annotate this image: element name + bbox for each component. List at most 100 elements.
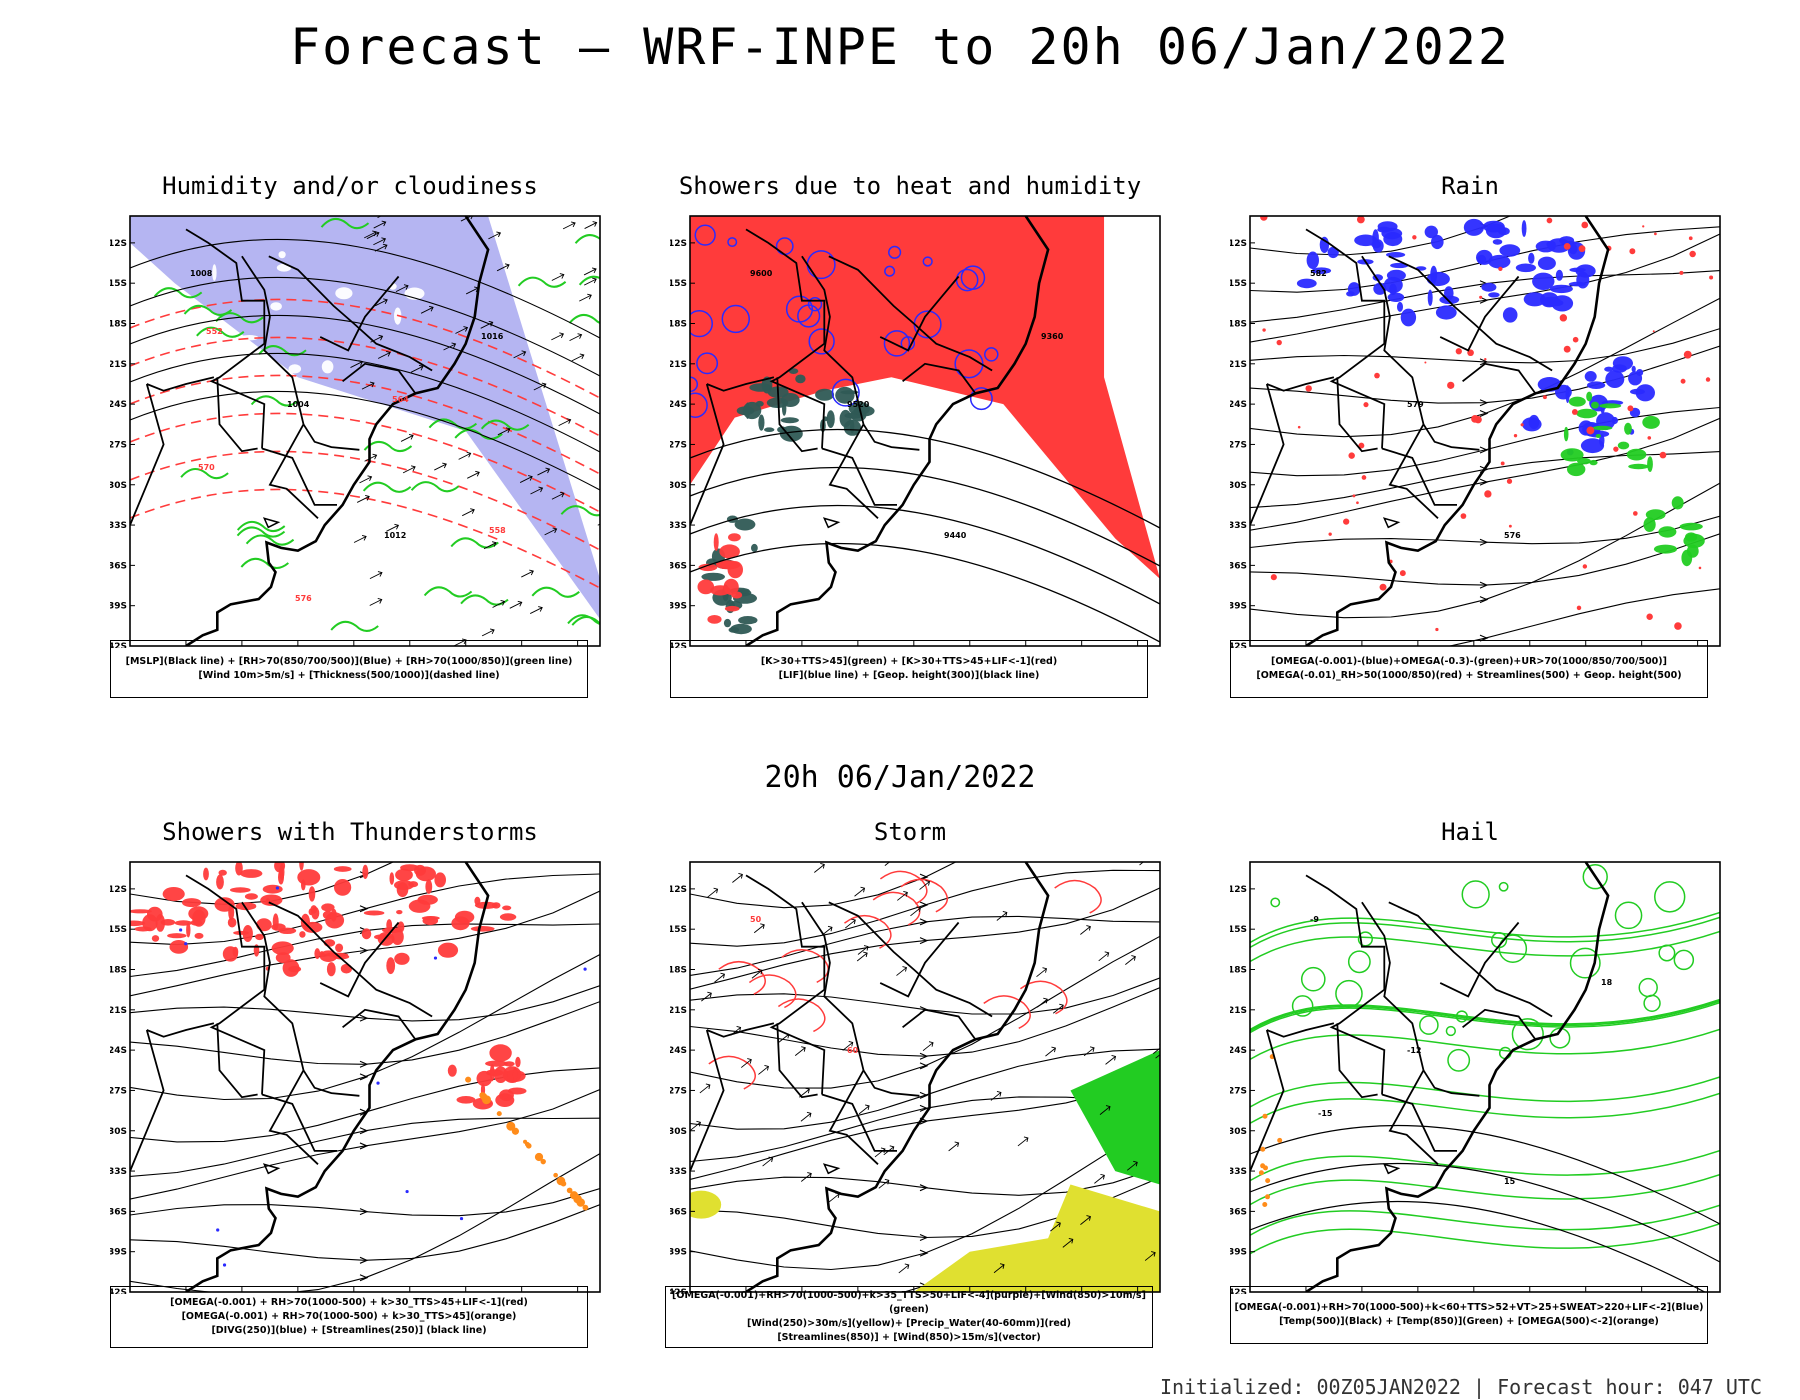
- panel-thunderstorms: Showers with Thunderstorms 12S 15S 18S 21S 2…: [90, 818, 610, 1378]
- lat-label: 36S: [1230, 561, 1247, 571]
- contour-label: 1012: [384, 531, 406, 540]
- lat-label: 24S: [1230, 400, 1247, 410]
- lat-label: 27S: [670, 1086, 687, 1096]
- contour-label: 9440: [944, 531, 967, 540]
- lat-label: 42S: [670, 1288, 687, 1294]
- lat-label: 15S: [1230, 925, 1247, 935]
- lat-label: 12S: [1230, 885, 1247, 895]
- lat-label: 24S: [110, 1046, 127, 1056]
- contour-label: -9: [1310, 915, 1319, 924]
- lat-label: 24S: [110, 400, 127, 410]
- lat-label: 27S: [110, 1086, 127, 1096]
- lat-label: 33S: [1230, 1167, 1247, 1177]
- lat-label: 21S: [1230, 1006, 1247, 1016]
- contour-label: -12: [1407, 1046, 1421, 1055]
- map-storm: 12S15S18S21S24S27S30S33S36S39S42S70W65W6…: [670, 861, 1161, 1294]
- lat-label: 24S: [1230, 1046, 1247, 1056]
- contour-label: 9600: [750, 269, 773, 278]
- map-showers-heat: 12S15S18S21S24S27S30S33S36S39S42S70W65W6…: [670, 215, 1161, 648]
- lat-label: 21S: [110, 1006, 127, 1016]
- lat-label: 33S: [670, 1167, 687, 1177]
- panel-title: Rain: [1441, 172, 1499, 200]
- lat-label: 33S: [1230, 521, 1247, 531]
- legend: [OMEGA(-0.001) + RH>70(1000-500) + k>30_…: [110, 1286, 588, 1348]
- contour-label: 570: [198, 463, 215, 472]
- lat-label: 39S: [110, 1248, 127, 1258]
- contour-label: 50: [750, 915, 762, 924]
- lat-label: 36S: [110, 561, 127, 571]
- init-footer: Initialized: 00Z05JAN2022 | Forecast hou…: [1159, 1375, 1762, 1399]
- lat-label: 42S: [110, 1288, 127, 1294]
- lat-label: 18S: [110, 320, 127, 330]
- panel-title: Storm: [873, 818, 947, 846]
- lat-label: 18S: [670, 966, 687, 976]
- lat-label: 39S: [1230, 602, 1247, 612]
- lat-label: 30S: [670, 1127, 687, 1137]
- lat-label: 15S: [1230, 279, 1247, 289]
- lat-label: 27S: [1230, 1086, 1247, 1096]
- contour-label: 1016: [481, 332, 504, 341]
- map-rain: 12S15S18S21S24S27S30S33S36S39S42S70W65W6…: [1230, 215, 1721, 648]
- contour-label: 576: [295, 594, 312, 603]
- panel-title: Humidity and/or cloudiness: [162, 172, 538, 200]
- lat-label: 15S: [110, 925, 127, 935]
- lat-label: 30S: [1230, 1127, 1247, 1137]
- lat-label: 39S: [670, 1248, 687, 1258]
- lat-label: 36S: [1230, 1207, 1247, 1217]
- lat-label: 30S: [1230, 481, 1247, 491]
- contour-label: 552: [206, 327, 223, 336]
- lat-label: 12S: [110, 239, 127, 249]
- lat-label: 18S: [670, 320, 687, 330]
- contour-label: 1008: [190, 269, 213, 278]
- panel-title: Showers due to heat and humidity: [678, 172, 1142, 200]
- panel-title: Showers with Thunderstorms: [162, 818, 538, 846]
- contour-label: -15: [1318, 1109, 1333, 1118]
- lat-label: 21S: [670, 1006, 687, 1016]
- legend: [OMEGA(-0.001)-(blue)+OMEGA(-0.3)-(green…: [1230, 640, 1708, 698]
- contour-label: 9520: [847, 400, 870, 409]
- forecast-time: 20h 06/Jan/2022: [764, 760, 1036, 795]
- lat-label: 15S: [670, 925, 687, 935]
- lat-label: 18S: [1230, 966, 1247, 976]
- panel-title: Hail: [1441, 818, 1499, 846]
- lat-label: 36S: [110, 1207, 127, 1217]
- contour-label: 558: [489, 526, 506, 535]
- contour-label: 9360: [1041, 332, 1064, 341]
- contour-label: 15: [1504, 1177, 1516, 1186]
- panel-showers-heat: Showers due to heat and humidity 12S 15S 1…: [650, 172, 1170, 732]
- contour-label: 564: [392, 395, 409, 404]
- contour-label: 18: [1601, 978, 1613, 987]
- map-humidity: 12S15S18S21S24S27S30S33S36S39S42S70W65W6…: [110, 215, 601, 648]
- lat-label: 21S: [1230, 360, 1247, 370]
- lat-label: 39S: [110, 602, 127, 612]
- lat-label: 21S: [670, 360, 687, 370]
- lat-label: 42S: [1230, 642, 1247, 648]
- map-hail: 12S15S18S21S24S27S30S33S36S39S42S70W65W6…: [1230, 861, 1721, 1294]
- panel-humidity: Humidity and/or cloudiness 12S 15S 18S 21S 2…: [90, 172, 610, 732]
- map-thunderstorms: 12S15S18S21S24S27S30S33S36S39S42S70W65W6…: [110, 861, 601, 1294]
- lat-label: 30S: [670, 481, 687, 491]
- contour-label: 582: [1310, 269, 1327, 278]
- lat-label: 33S: [110, 1167, 127, 1177]
- lat-label: 12S: [670, 239, 687, 249]
- panel-rain: Rain 12S15S18S21S24S27S30S33S36S39S42S70…: [1210, 172, 1730, 732]
- lat-label: 30S: [110, 481, 127, 491]
- legend: [K>30+TTS>45](green) + [K>30+TTS>45+LIF<…: [670, 640, 1148, 698]
- lat-label: 12S: [1230, 239, 1247, 249]
- lat-label: 24S: [670, 1046, 687, 1056]
- lat-label: 27S: [110, 440, 127, 450]
- lat-label: 24S: [670, 400, 687, 410]
- lat-label: 27S: [670, 440, 687, 450]
- panel-storm: Storm 12S15S18S21S24S27S30S33S36S39S42S7…: [650, 818, 1170, 1378]
- contour-label: 576: [1504, 531, 1521, 540]
- lat-label: 27S: [1230, 440, 1247, 450]
- legend: [OMEGA(-0.001)+RH>70(1000-500)+k<60+TTS>…: [1230, 1286, 1708, 1344]
- lat-label: 15S: [110, 279, 127, 289]
- lat-label: 18S: [1230, 320, 1247, 330]
- lat-label: 12S: [110, 885, 127, 895]
- lat-label: 42S: [1230, 1288, 1247, 1294]
- lat-label: 33S: [110, 521, 127, 531]
- lat-label: 42S: [110, 642, 127, 648]
- main-title: Forecast – WRF-INPE to 20h 06/Jan/2022: [290, 18, 1510, 76]
- lat-label: 36S: [670, 561, 687, 571]
